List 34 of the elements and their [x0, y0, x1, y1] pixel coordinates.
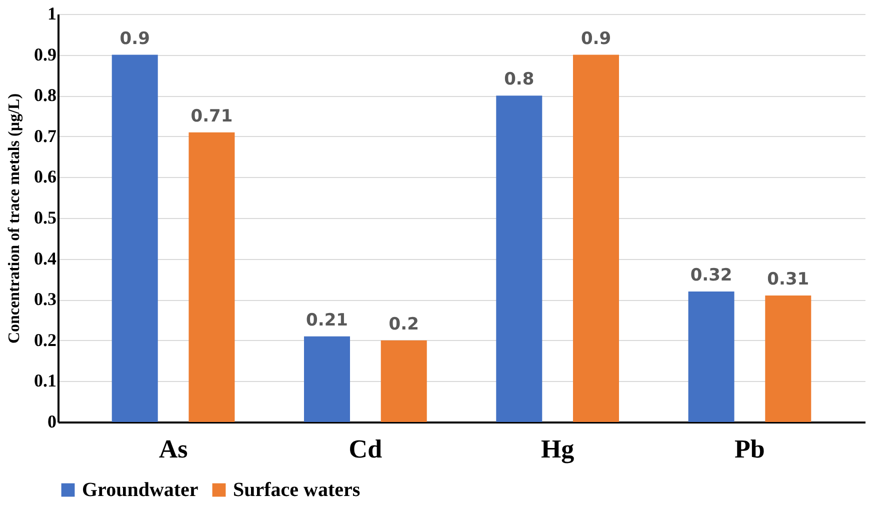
y-axis-title: Concentration of trace metals (µg/L): [6, 93, 23, 344]
bar: [112, 54, 158, 422]
data-label: 0.71: [190, 106, 233, 126]
legend-label: Surface waters: [233, 479, 360, 501]
bar: [496, 96, 542, 422]
y-tick-label: 0.8: [34, 85, 56, 106]
legend-label: Groundwater: [82, 479, 198, 501]
data-label: 0.2: [388, 314, 419, 334]
data-label: 0.21: [306, 310, 348, 330]
bar: [304, 336, 350, 422]
x-tick-label: Pb: [734, 434, 765, 464]
x-tick-label: Cd: [348, 434, 383, 464]
data-label: 0.9: [580, 28, 612, 49]
x-tick-label: As: [158, 434, 188, 464]
y-tick-label: 1: [48, 4, 56, 24]
y-tick-label: 0.2: [34, 330, 56, 350]
y-tick-label: 0.7: [34, 126, 56, 146]
y-tick-label: 0.5: [34, 208, 56, 228]
data-label: 0.9: [120, 28, 150, 49]
y-tick-label: 0.1: [34, 370, 56, 391]
bar: [765, 296, 812, 422]
y-tick-label: 0.9: [34, 44, 56, 64]
bar: [573, 54, 619, 422]
y-tick-label: 0.3: [34, 289, 56, 310]
bar: [688, 291, 734, 422]
data-label: 0.31: [767, 270, 810, 290]
x-tick-label: Hg: [540, 434, 574, 464]
y-tick-label: 0: [48, 412, 56, 432]
data-label: 0.32: [690, 265, 732, 286]
y-tick-label: 0.4: [34, 248, 56, 268]
data-label: 0.8: [504, 70, 534, 90]
y-tick-label: 0.6: [34, 166, 56, 187]
bar: [380, 340, 427, 422]
bar: [188, 132, 235, 422]
